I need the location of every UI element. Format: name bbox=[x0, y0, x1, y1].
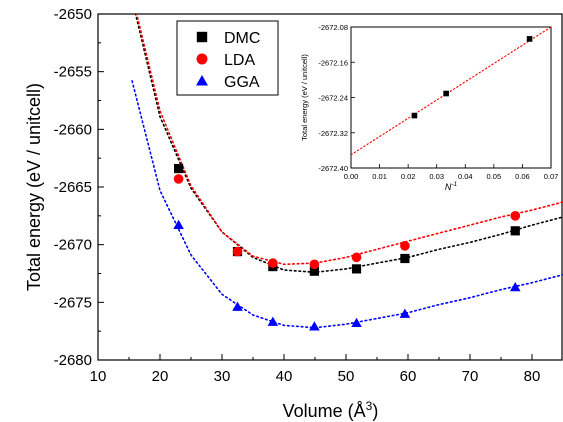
y-tick-label: -2675 bbox=[54, 294, 92, 311]
legend: DMC LDA GGA bbox=[176, 20, 279, 96]
x-tick-label: 30 bbox=[214, 368, 231, 385]
inset-x-axis-title: N-1 bbox=[445, 181, 458, 192]
y-tick-label: -2680 bbox=[54, 352, 92, 369]
y-tick-label: -2655 bbox=[54, 64, 92, 81]
x-axis-title-sup: 3 bbox=[366, 399, 373, 413]
data-point-lda bbox=[268, 258, 278, 268]
inset-data-point bbox=[443, 90, 449, 97]
fit-curve-dmc bbox=[134, 14, 563, 274]
fit-curve-gga bbox=[131, 80, 563, 329]
inset-y-tick-label: -2672.40 bbox=[318, 164, 348, 173]
inset-x-axis-title-sup: -1 bbox=[451, 181, 457, 188]
data-point-lda bbox=[173, 174, 184, 184]
x-tick-label: 10 bbox=[90, 368, 107, 385]
x-axis-title-main: Volume (Å bbox=[283, 401, 366, 421]
data-point-dmc bbox=[309, 266, 319, 276]
data-point-dmc bbox=[400, 253, 410, 264]
legend-marker-dmc bbox=[196, 31, 208, 43]
inset-y-tick-label: -2672.16 bbox=[318, 58, 348, 67]
x-tick-label: 20 bbox=[152, 368, 169, 385]
x-tick-label: 60 bbox=[400, 368, 417, 385]
data-point-gga bbox=[509, 282, 521, 292]
legend-label-lda: LDA bbox=[224, 52, 255, 69]
x-tick-label: 40 bbox=[276, 368, 293, 385]
inset-x-tick-label: 0.01 bbox=[372, 172, 387, 181]
y-tick-label: -2670 bbox=[54, 237, 92, 254]
fit-curve-lda bbox=[135, 14, 563, 266]
inset-x-tick-label: 0.06 bbox=[515, 172, 530, 181]
x-axis-title-end: ) bbox=[372, 401, 378, 421]
data-point-lda bbox=[309, 259, 320, 270]
inset-x-tick-label: 0.03 bbox=[429, 172, 444, 181]
inset-y-axis-title: Total energy (eV / unitcell) bbox=[300, 54, 309, 141]
inset-data-point bbox=[526, 36, 533, 42]
inset-x-tick-label: 0.04 bbox=[458, 172, 473, 181]
inset-data-point bbox=[411, 112, 418, 119]
legend-box bbox=[176, 20, 279, 96]
inset-x-tick-label: 0.05 bbox=[487, 172, 502, 181]
inset-plot: 0.00 0.01 0.02 0.03 0.04 0.05 0.06 0.07 -2672.40… bbox=[296, 16, 559, 196]
data-point-dmc bbox=[351, 264, 362, 274]
x-tick-label: 50 bbox=[338, 368, 355, 385]
legend-marker-gga bbox=[196, 75, 208, 86]
x-tick-label: 70 bbox=[462, 368, 479, 385]
inset-fit bbox=[351, 27, 551, 156]
data-point-gga bbox=[173, 219, 184, 230]
data-point-gga bbox=[351, 317, 362, 328]
y-tick-label: -2660 bbox=[54, 121, 92, 138]
y-tick-label: -2650 bbox=[54, 6, 92, 23]
y-tick-label: -2665 bbox=[54, 179, 92, 196]
inset-x-tick-label: 0.07 bbox=[544, 172, 559, 181]
x-tick-label: 80 bbox=[524, 368, 541, 385]
legend-label-dmc: DMC bbox=[224, 30, 260, 47]
data-point-lda bbox=[351, 252, 362, 263]
data-point-lda bbox=[510, 211, 521, 221]
data-point-gga bbox=[399, 308, 411, 318]
inset-x-tick-label: 0.02 bbox=[401, 172, 416, 181]
data-point-gga bbox=[267, 316, 279, 326]
fit-curves bbox=[131, 14, 563, 329]
x-axis-title: Volume (Å3) bbox=[283, 399, 379, 421]
inset-fit-line bbox=[351, 27, 551, 156]
legend-label-gga: GGA bbox=[224, 74, 260, 91]
inset-x-axis-title-main: N bbox=[445, 182, 452, 192]
data-point-dmc bbox=[174, 163, 184, 174]
inset-y-tick-label: -2672.32 bbox=[318, 129, 348, 138]
data-point-lda bbox=[232, 246, 243, 257]
data-point-dmc bbox=[510, 226, 520, 236]
data-point-gga bbox=[232, 301, 243, 311]
inset-y-tick-label: -2672.24 bbox=[318, 94, 348, 103]
inset-x-tick-label: 0.00 bbox=[344, 172, 359, 181]
data-point-lda bbox=[400, 240, 410, 251]
legend-marker-lda bbox=[196, 53, 208, 65]
y-axis-title: Total energy (eV / unitcell) bbox=[24, 83, 44, 291]
inset-y-tick-label: -2672.08 bbox=[318, 23, 348, 32]
data-point-gga bbox=[309, 321, 320, 331]
main-plot: 10 20 30 40 50 60 70 80 -2680 -2675 -2670 -2665 -266… bbox=[24, 6, 563, 421]
